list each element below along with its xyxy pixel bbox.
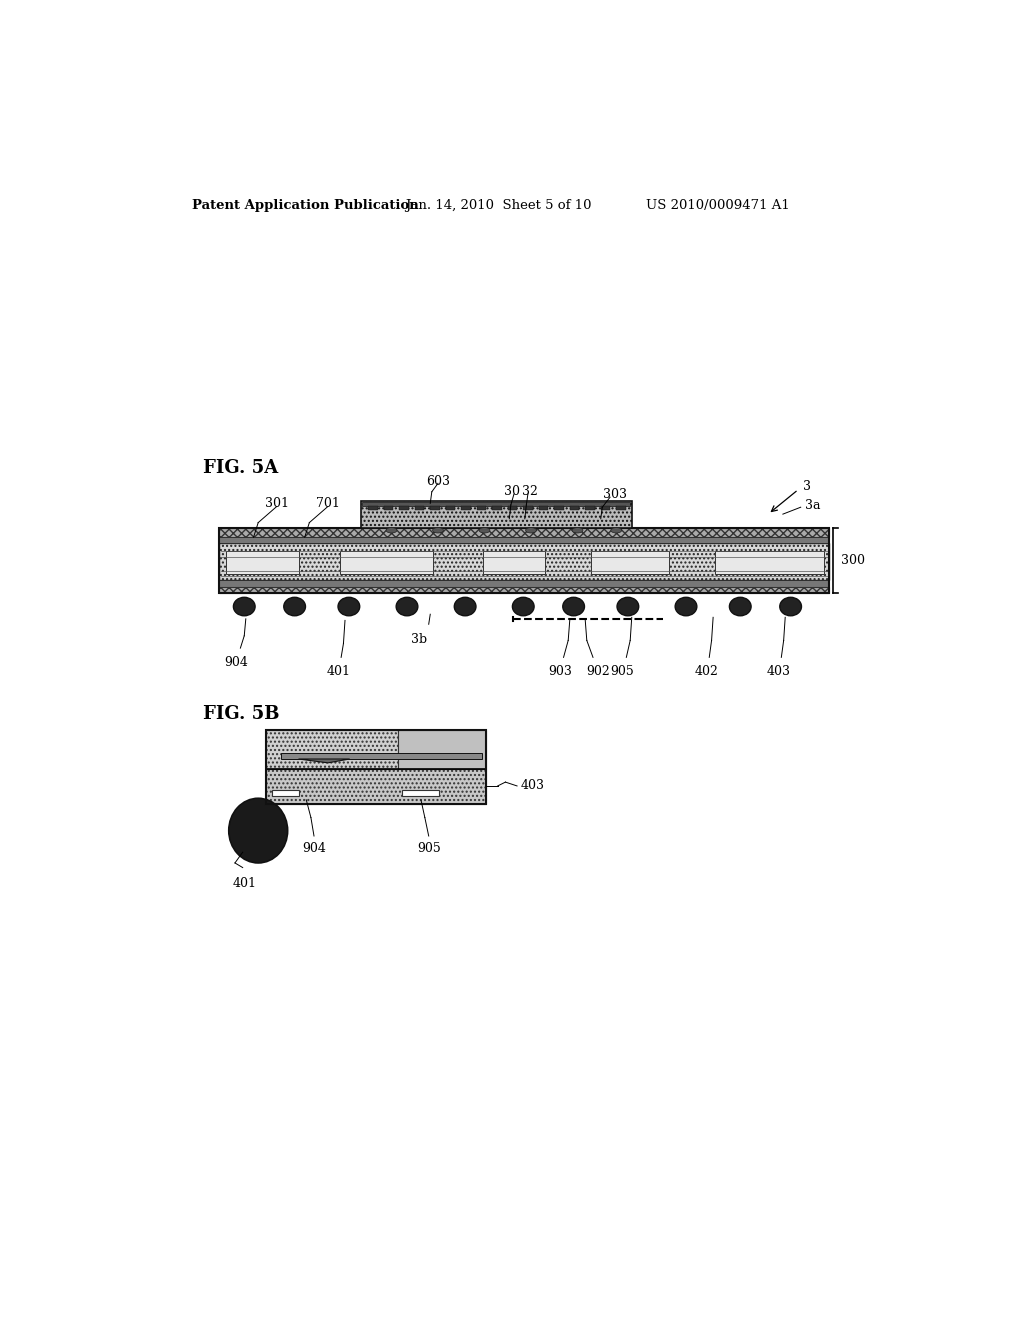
Ellipse shape <box>284 598 305 616</box>
Bar <box>592 552 669 574</box>
Ellipse shape <box>228 799 288 863</box>
Ellipse shape <box>396 598 418 616</box>
Bar <box>272 789 299 796</box>
Ellipse shape <box>338 598 359 616</box>
Ellipse shape <box>729 598 751 616</box>
Text: 402: 402 <box>694 665 718 678</box>
Bar <box>493 506 502 510</box>
Bar <box>219 581 829 586</box>
Text: 904: 904 <box>224 656 249 669</box>
Bar <box>477 506 486 510</box>
Text: 3: 3 <box>803 480 811 494</box>
Text: 300: 300 <box>841 554 865 568</box>
Ellipse shape <box>572 528 583 533</box>
Text: 905: 905 <box>417 842 440 855</box>
Bar <box>340 552 432 574</box>
Bar <box>523 506 532 510</box>
Bar <box>362 502 630 506</box>
Bar <box>483 552 545 574</box>
Bar <box>266 770 486 804</box>
Text: 301: 301 <box>265 498 289 511</box>
Ellipse shape <box>233 598 255 616</box>
Ellipse shape <box>563 598 585 616</box>
Bar <box>225 552 299 574</box>
Bar <box>601 506 610 510</box>
Ellipse shape <box>617 598 639 616</box>
Ellipse shape <box>675 598 697 616</box>
Bar <box>415 506 424 510</box>
Bar <box>369 506 378 510</box>
Ellipse shape <box>779 598 802 616</box>
Text: FIG. 5A: FIG. 5A <box>203 459 279 477</box>
Text: 905: 905 <box>610 665 634 678</box>
Bar <box>616 506 626 510</box>
Bar <box>508 506 517 510</box>
Ellipse shape <box>455 598 476 616</box>
Bar <box>282 752 482 759</box>
Text: 3b: 3b <box>412 632 427 645</box>
Text: US 2010/0009471 A1: US 2010/0009471 A1 <box>646 199 790 213</box>
Ellipse shape <box>525 528 537 533</box>
Polygon shape <box>299 759 349 763</box>
Ellipse shape <box>611 528 622 533</box>
Bar <box>219 586 829 594</box>
Bar <box>219 528 829 537</box>
Bar <box>401 789 438 796</box>
Bar <box>384 506 393 510</box>
Bar <box>219 537 829 544</box>
Ellipse shape <box>386 528 397 533</box>
Ellipse shape <box>479 528 489 533</box>
Bar <box>586 506 595 510</box>
Text: FIG. 5B: FIG. 5B <box>203 705 280 723</box>
Text: 603: 603 <box>426 475 450 488</box>
Text: 701: 701 <box>316 498 340 511</box>
Bar <box>461 506 471 510</box>
Bar <box>569 506 579 510</box>
Text: Patent Application Publication: Patent Application Publication <box>191 199 418 213</box>
Bar <box>219 528 829 594</box>
Text: 3a: 3a <box>805 499 821 512</box>
Text: Jan. 14, 2010  Sheet 5 of 10: Jan. 14, 2010 Sheet 5 of 10 <box>406 199 592 213</box>
Text: 30: 30 <box>504 484 519 498</box>
Ellipse shape <box>512 598 535 616</box>
Text: 401: 401 <box>327 665 351 678</box>
Text: 303: 303 <box>603 488 627 502</box>
Text: 401: 401 <box>232 876 256 890</box>
Text: 403: 403 <box>767 665 791 678</box>
Bar <box>219 544 829 581</box>
Bar <box>716 552 824 574</box>
Bar <box>430 506 439 510</box>
Bar <box>539 506 548 510</box>
Text: 903: 903 <box>549 665 572 678</box>
Bar <box>445 506 455 510</box>
Text: 904: 904 <box>302 842 326 855</box>
Text: 902: 902 <box>586 665 609 678</box>
Text: 403: 403 <box>521 779 545 792</box>
Bar <box>266 730 486 804</box>
Bar <box>398 730 486 770</box>
Bar <box>399 506 409 510</box>
Bar <box>360 502 632 528</box>
Ellipse shape <box>432 528 443 533</box>
Bar <box>266 730 398 770</box>
Text: 32: 32 <box>522 484 539 498</box>
Bar <box>554 506 563 510</box>
